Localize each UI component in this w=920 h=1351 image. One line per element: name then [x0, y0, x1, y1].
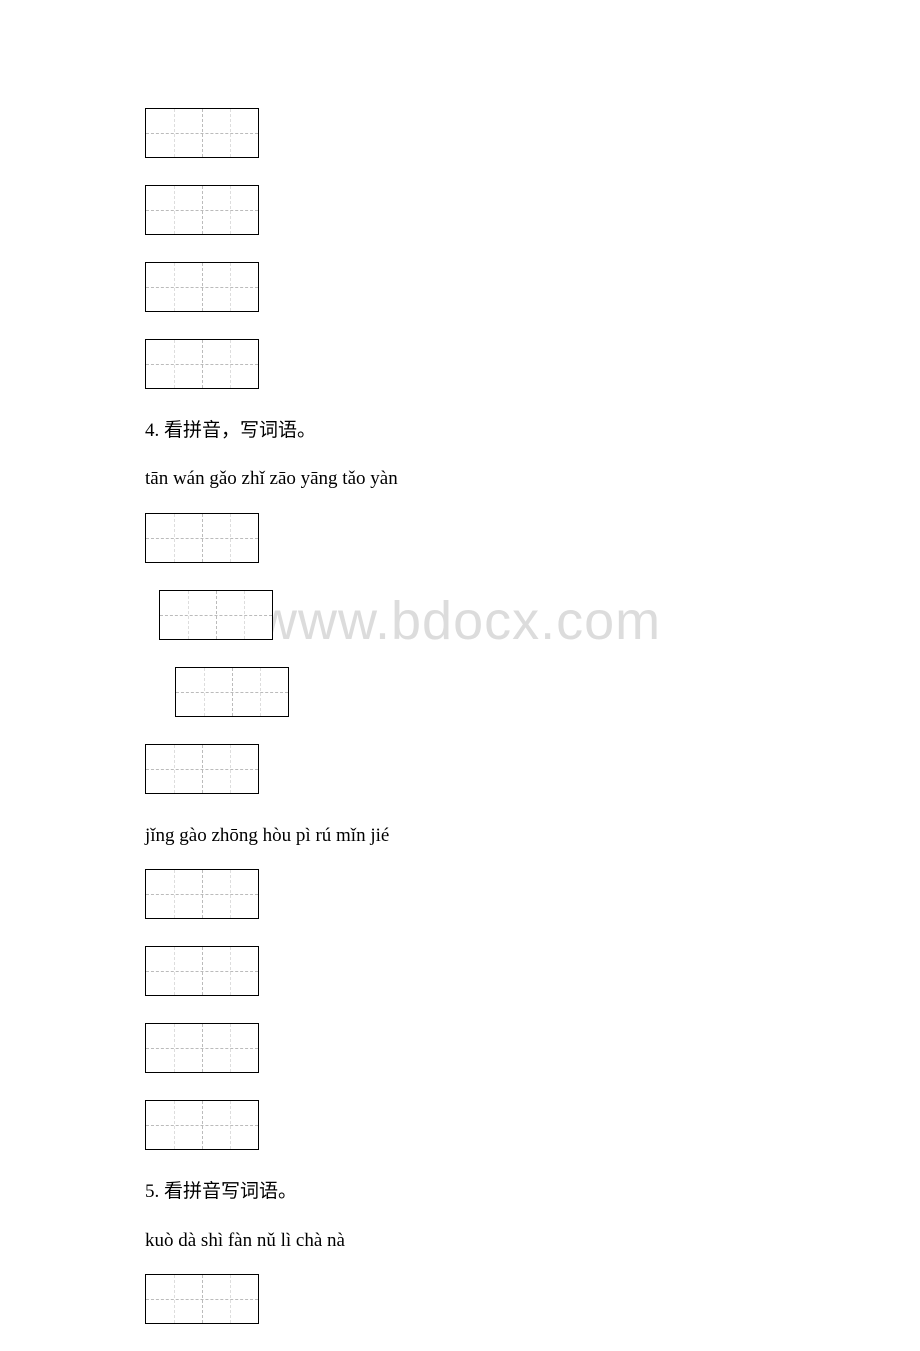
- answer-box-row: [145, 185, 920, 240]
- question-5-pinyin-a: kuò dà shì fàn nǔ lì chà nà: [145, 1226, 920, 1256]
- char-box: [145, 108, 259, 158]
- char-box: [145, 513, 259, 563]
- question-5-prompt: 5. 看拼音写词语。: [145, 1177, 920, 1207]
- page-content: 4. 看拼音，写词语。 tān wán gǎo zhǐ zāo yāng tǎo…: [145, 108, 920, 1329]
- char-box: [175, 667, 289, 717]
- question-4-pinyin-b: jǐng gào zhōng hòu pì rú mǐn jié: [145, 821, 920, 851]
- char-box: [145, 1023, 259, 1073]
- question-4-pinyin-a: tān wán gǎo zhǐ zāo yāng tǎo yàn: [145, 464, 920, 494]
- char-box: [159, 590, 273, 640]
- answer-box-row: [145, 339, 920, 394]
- answer-box-row: [145, 108, 920, 163]
- answer-box-row: [145, 869, 920, 924]
- char-box: [145, 1274, 259, 1324]
- char-box: [145, 339, 259, 389]
- answer-box-row: [159, 590, 920, 645]
- char-box: [145, 946, 259, 996]
- char-box: [145, 744, 259, 794]
- char-box: [145, 185, 259, 235]
- answer-box-row: [145, 946, 920, 1001]
- answer-box-row: [145, 262, 920, 317]
- answer-box-row: [145, 513, 920, 568]
- answer-box-row: [175, 667, 920, 722]
- answer-box-row: [145, 1100, 920, 1155]
- answer-box-row: [145, 1274, 920, 1329]
- char-box: [145, 1100, 259, 1150]
- answer-box-row: [145, 744, 920, 799]
- question-4-prompt: 4. 看拼音，写词语。: [145, 416, 920, 446]
- answer-box-row: [145, 1023, 920, 1078]
- char-box: [145, 262, 259, 312]
- char-box: [145, 869, 259, 919]
